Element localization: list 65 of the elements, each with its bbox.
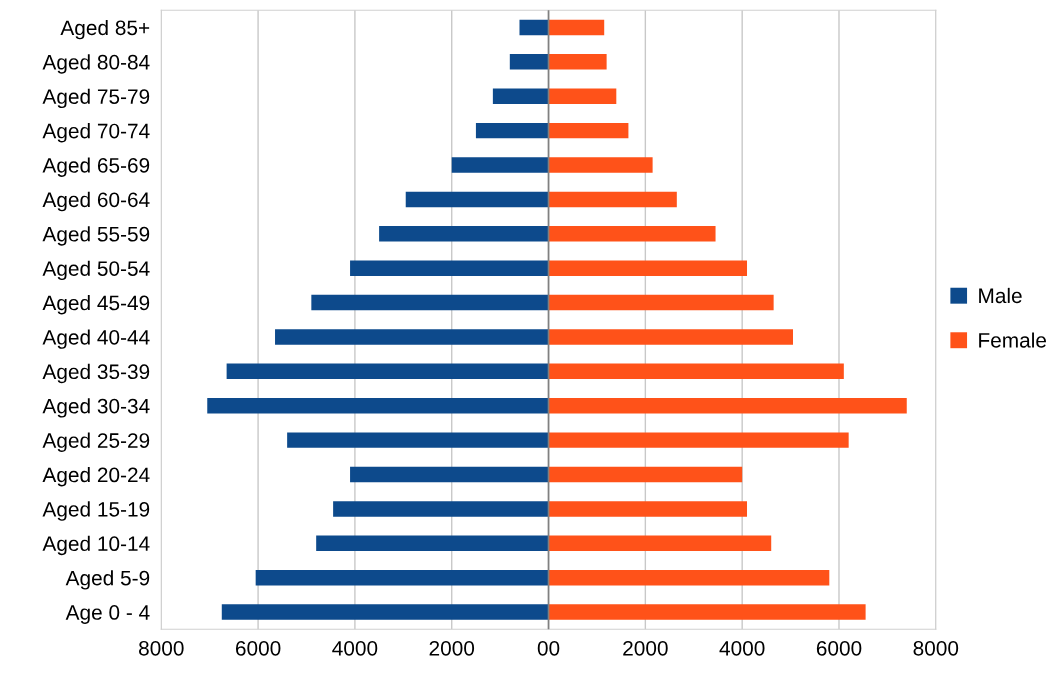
y-tick-label: Aged 5-9 (65, 570, 150, 590)
bar (405, 191, 549, 208)
y-tick-label: Aged 10-14 (42, 535, 150, 556)
bar (316, 535, 549, 552)
y-tick-label: Aged 15-19 (42, 501, 150, 521)
bar (221, 604, 549, 620)
x-tick-label: 6000 (816, 640, 862, 656)
bar (548, 501, 748, 517)
bar (548, 466, 743, 483)
bar (379, 226, 549, 242)
x-tick-label: 2000 (429, 640, 475, 656)
y-tick-label: Aged 80-84 (42, 54, 150, 74)
bar (548, 54, 607, 70)
bar (548, 260, 748, 276)
bar (548, 535, 772, 552)
y-tick-label: Aged 40-44 (42, 329, 150, 349)
bar (548, 294, 774, 311)
bar (451, 157, 549, 173)
bar (548, 19, 605, 36)
x-tick-label: 00 (537, 640, 560, 656)
y-tick-label: Aged 70-74 (42, 123, 150, 143)
x-tick-label: 2000 (623, 640, 668, 656)
bar (275, 329, 549, 345)
bar (548, 122, 629, 139)
bar (548, 329, 793, 345)
y-tick-label: Aged 20-24 (42, 466, 150, 487)
bar (350, 260, 549, 276)
bar (519, 19, 549, 36)
bar (548, 88, 617, 104)
legend-label: Female (979, 332, 1047, 348)
bar (492, 88, 549, 104)
y-tick-label: Aged 25-29 (42, 432, 150, 453)
bar (207, 398, 549, 414)
x-tick-label: 4000 (719, 640, 765, 656)
x-tick-label: 6000 (235, 640, 281, 656)
y-tick-label: Aged 30-34 (42, 398, 150, 418)
legend-label: Male (979, 287, 1022, 304)
y-tick-label: Aged 75-79 (42, 88, 150, 109)
bar (548, 432, 849, 448)
bar (287, 432, 549, 448)
y-tick-label: Aged 50-54 (42, 260, 150, 281)
bar (226, 363, 549, 380)
bar (311, 294, 549, 311)
y-tick-label: Aged 65-69 (42, 157, 150, 177)
bar (509, 54, 549, 70)
bar (548, 604, 866, 620)
bar (548, 191, 677, 208)
bar (350, 466, 549, 483)
y-tick-label: Aged 60-64 (42, 191, 150, 212)
x-tick-label: 4000 (332, 640, 378, 656)
bar (333, 501, 549, 517)
y-tick-label: Aged 35-39 (42, 363, 150, 384)
bar (548, 157, 653, 173)
bar (548, 398, 907, 414)
y-tick-label: Age 0 - 4 (65, 605, 150, 624)
y-tick-label: Aged 55-59 (42, 226, 150, 246)
bar (548, 226, 716, 242)
x-tick-label: 8000 (139, 640, 184, 656)
y-tick-label: Aged 45-49 (42, 295, 150, 315)
bar (255, 569, 549, 586)
bar (475, 122, 549, 139)
x-tick-label: 8000 (913, 640, 959, 656)
bar (548, 363, 844, 380)
y-tick-label: Aged 85+ (60, 19, 150, 40)
bar (548, 569, 830, 586)
